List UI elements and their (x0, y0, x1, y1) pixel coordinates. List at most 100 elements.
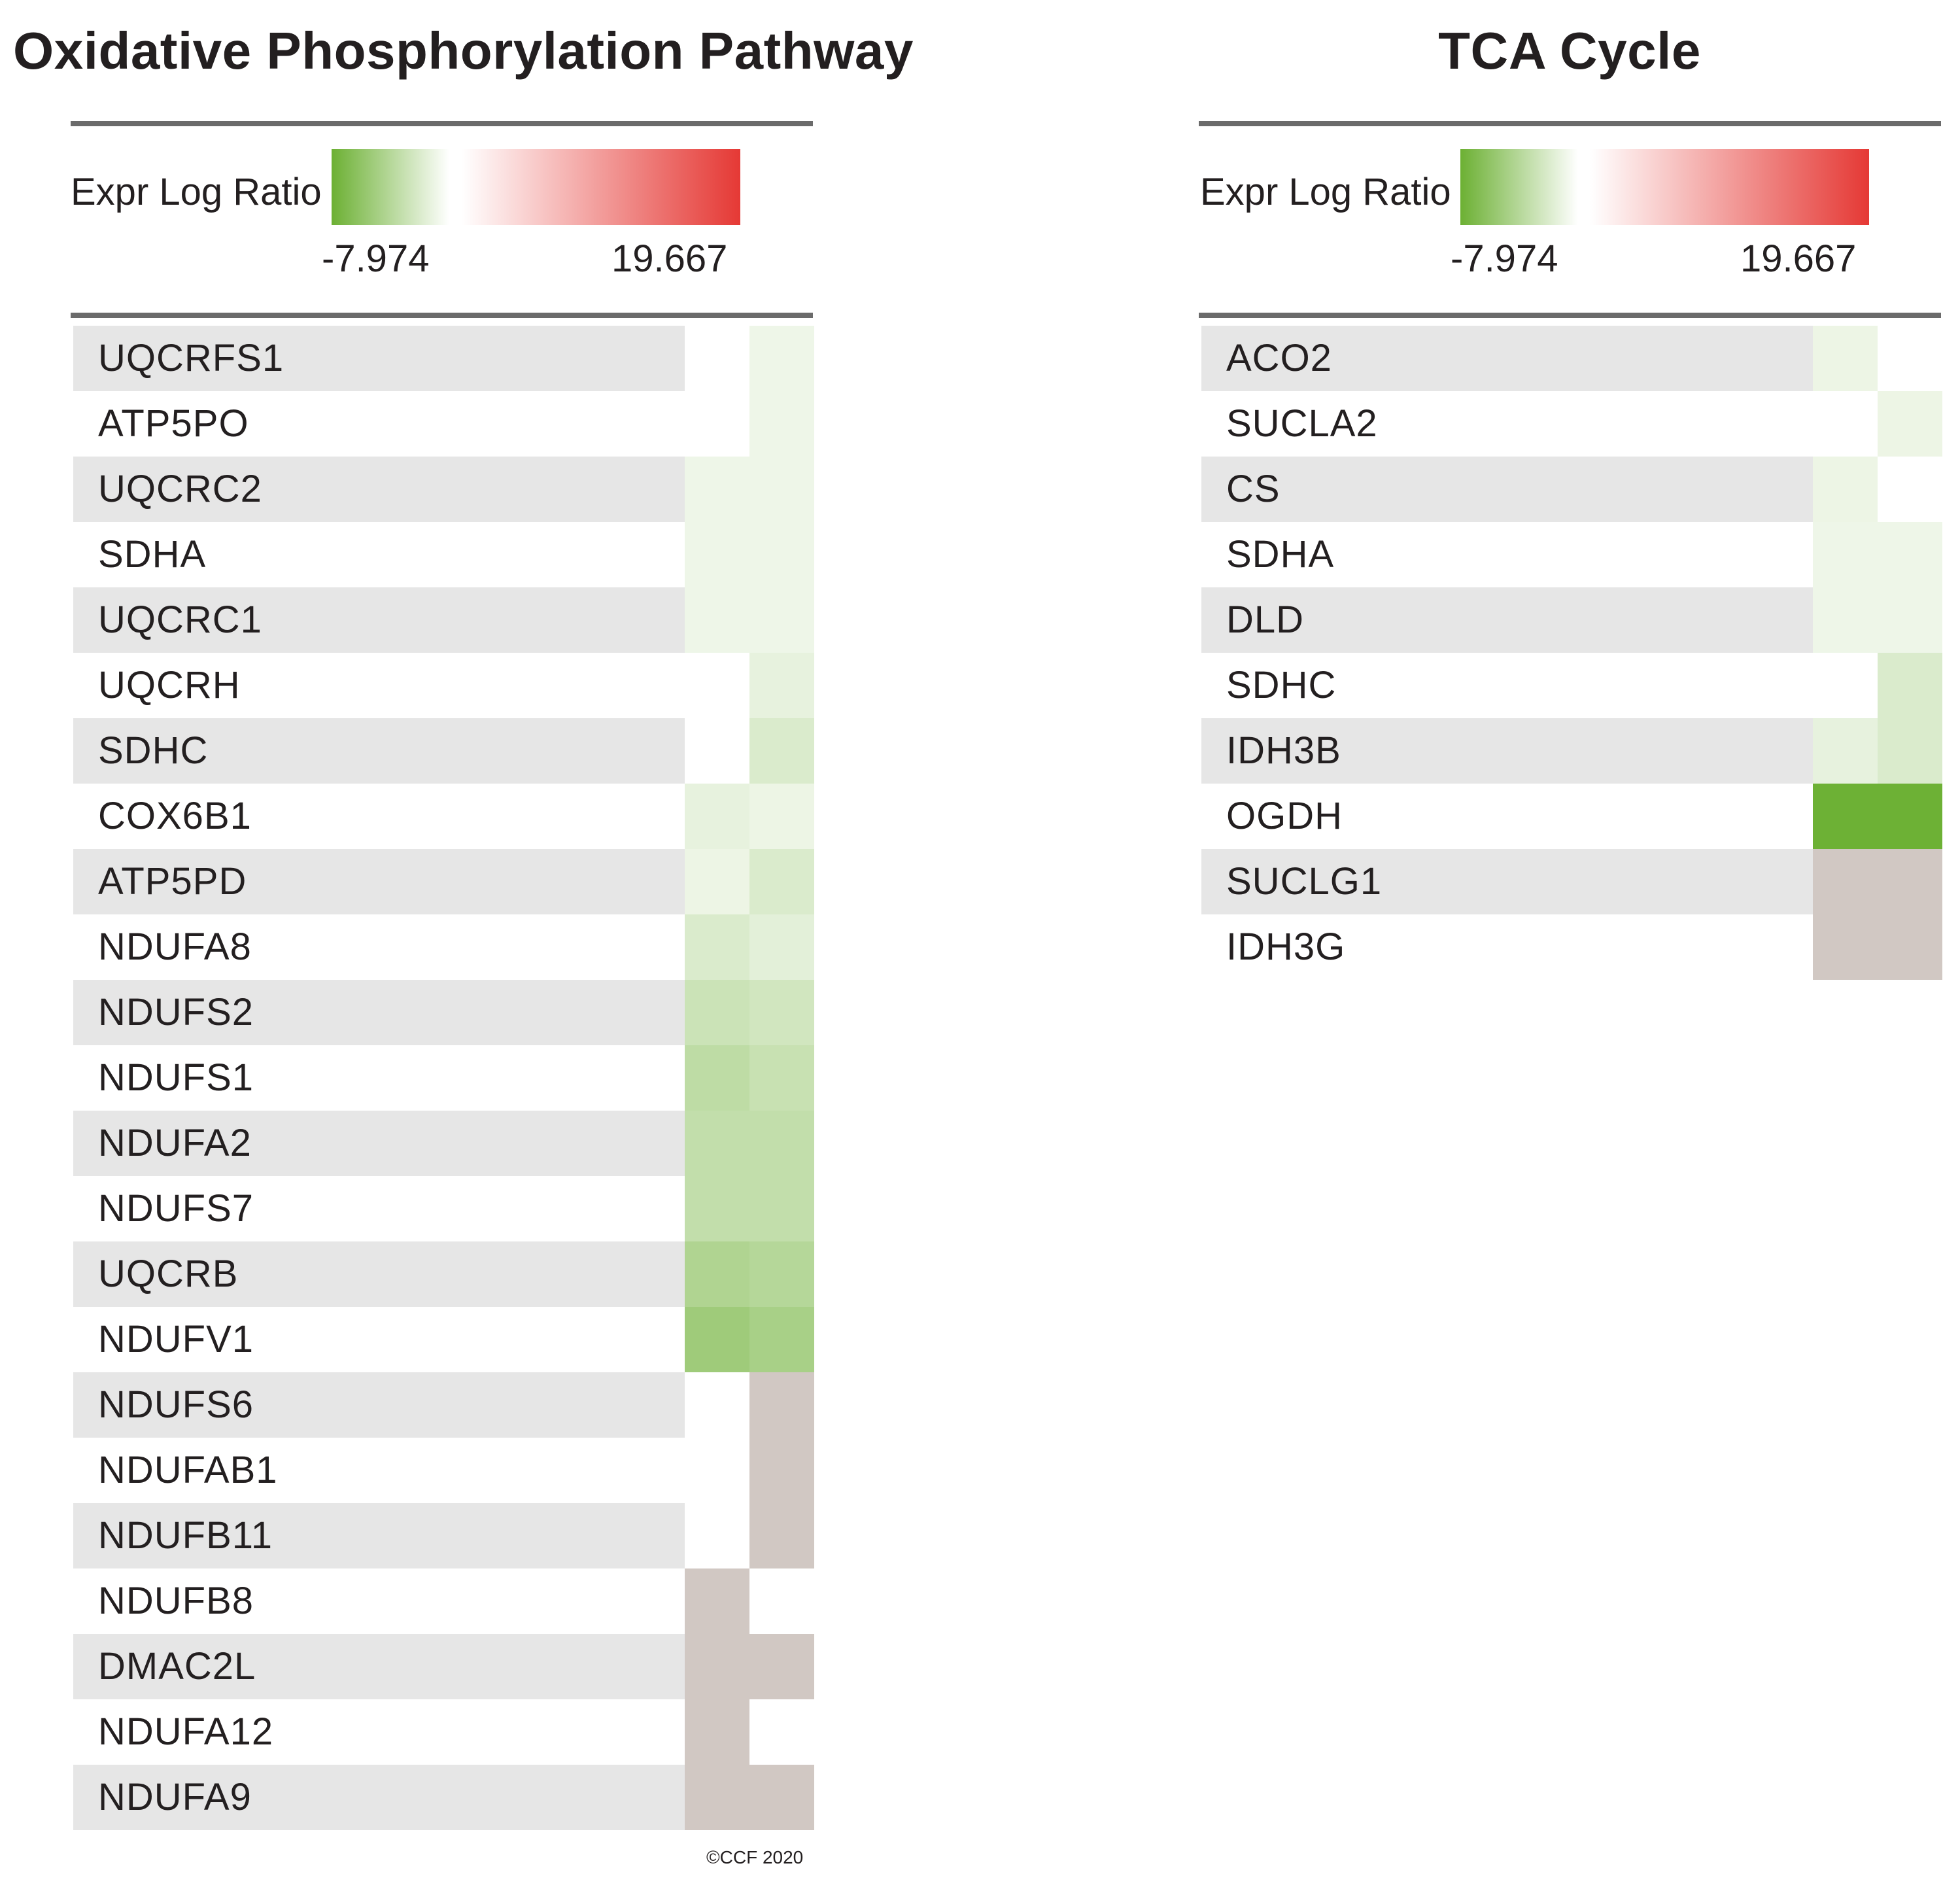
legend-min-label: -7.974 (322, 237, 430, 280)
legend-max-label: 19.667 (611, 237, 728, 280)
gene-label: ATP5PD (98, 860, 247, 903)
gene-label: SUCLG1 (1226, 860, 1383, 903)
heatmap-cell (749, 1438, 814, 1503)
chart-title: TCA Cycle (1438, 22, 1701, 80)
legend-label: Expr Log Ratio (1200, 171, 1451, 213)
gene-label: NDUFA2 (98, 1122, 252, 1164)
chart-title: Oxidative Phosphorylation Pathway (13, 22, 914, 80)
row-background (1201, 326, 1813, 391)
gene-label: NDUFB11 (98, 1514, 273, 1557)
heatmap-cell (685, 1765, 749, 1830)
gene-label: NDUFS2 (98, 991, 254, 1033)
heatmap-cell (1813, 522, 1878, 587)
heatmap-cell (1813, 718, 1878, 784)
heatmap-cell (749, 1503, 814, 1568)
heatmap-cell (749, 653, 814, 718)
heatmap-cell (685, 522, 749, 587)
top-rule (1199, 121, 1941, 126)
gene-label: UQCRB (98, 1253, 239, 1295)
row-background (73, 718, 685, 784)
heatmap-cell (1878, 914, 1942, 980)
row-background (73, 1503, 685, 1568)
row-background (1201, 718, 1813, 784)
legend-colorbar (1460, 149, 1869, 225)
row-background (1201, 587, 1813, 653)
gene-label: UQCRC1 (98, 598, 262, 641)
heatmap-cell (749, 1111, 814, 1176)
heatmap-cell (685, 914, 749, 980)
heatmap-cell (685, 1176, 749, 1241)
gene-label: NDUFV1 (98, 1318, 254, 1360)
gene-label: DMAC2L (98, 1645, 256, 1688)
heatmap-cell (685, 980, 749, 1045)
heatmap-cell (749, 457, 814, 522)
tca-panel: TCA Cycle Expr Log Ratio -7.974 19.667 A… (1197, 0, 1960, 1889)
heatmap-cell (749, 980, 814, 1045)
heatmap-cell (749, 784, 814, 849)
row-background (73, 457, 685, 522)
heatmap-cell (685, 1111, 749, 1176)
heatmap-cell (685, 457, 749, 522)
gene-label: CS (1226, 468, 1281, 510)
gene-label: NDUFS1 (98, 1056, 254, 1099)
heatmap-cell (685, 1568, 749, 1634)
row-background (73, 1372, 685, 1438)
gene-label: NDUFS6 (98, 1383, 254, 1426)
gene-label: SDHA (98, 533, 207, 576)
legend-label: Expr Log Ratio (71, 171, 322, 213)
heatmap-cell (685, 849, 749, 914)
row-background (73, 1765, 685, 1830)
heatmap-cell (1813, 326, 1878, 391)
legend-colorbar (332, 149, 740, 225)
gene-label: NDUFB8 (98, 1580, 254, 1622)
gene-label: SUCLA2 (1226, 402, 1378, 445)
heatmap-cell (749, 1307, 814, 1372)
legend-min-label: -7.974 (1451, 237, 1558, 280)
row-background (73, 326, 685, 391)
row-background (73, 1111, 685, 1176)
heatmap-cell (1813, 457, 1878, 522)
gene-label: UQCRH (98, 664, 241, 706)
gene-label: ACO2 (1226, 337, 1332, 379)
heatmap-cell (749, 1241, 814, 1307)
row-background (73, 587, 685, 653)
heatmap-cell (685, 1045, 749, 1111)
bottom-rule (71, 313, 813, 318)
heatmap-cell (1813, 914, 1878, 980)
row-background (73, 1241, 685, 1307)
oxphos-panel: Oxidative Phosphorylation Pathway Expr L… (0, 0, 913, 1889)
gene-label: OGDH (1226, 795, 1343, 837)
gene-label: UQCRC2 (98, 468, 262, 510)
heatmap-cell (685, 1699, 749, 1765)
heatmap-cell (1813, 784, 1878, 849)
heatmap-cell (749, 326, 814, 391)
heatmap-cell (685, 784, 749, 849)
gene-label: SDHC (98, 729, 209, 772)
row-background (73, 1634, 685, 1699)
heatmap-cell (749, 1176, 814, 1241)
row-background (73, 849, 685, 914)
heatmap-cell (749, 1045, 814, 1111)
gene-label: NDUFA9 (98, 1776, 252, 1818)
row-background (1201, 457, 1813, 522)
copyright-footer: ©CCF 2020 (706, 1847, 804, 1867)
legend-max-label: 19.667 (1740, 237, 1857, 280)
gene-label: ATP5PO (98, 402, 249, 445)
gene-label: NDUFA8 (98, 926, 252, 968)
heatmap-cell (749, 1634, 814, 1699)
gene-label: SDHA (1226, 533, 1335, 576)
heatmap-cell (1878, 718, 1942, 784)
heatmap-cell (1878, 391, 1942, 457)
gene-label: NDUFA12 (98, 1710, 274, 1753)
heatmap-cell (685, 1634, 749, 1699)
heatmap-cell (749, 849, 814, 914)
heatmap-cell (685, 1241, 749, 1307)
gene-label: NDUFAB1 (98, 1449, 278, 1491)
top-rule (71, 121, 813, 126)
heatmap-cell (685, 587, 749, 653)
heatmap-cell (749, 1372, 814, 1438)
heatmap-cell (749, 1765, 814, 1830)
heatmap-cell (749, 391, 814, 457)
heatmap-cell (1813, 849, 1878, 914)
heatmap-cell (685, 1307, 749, 1372)
